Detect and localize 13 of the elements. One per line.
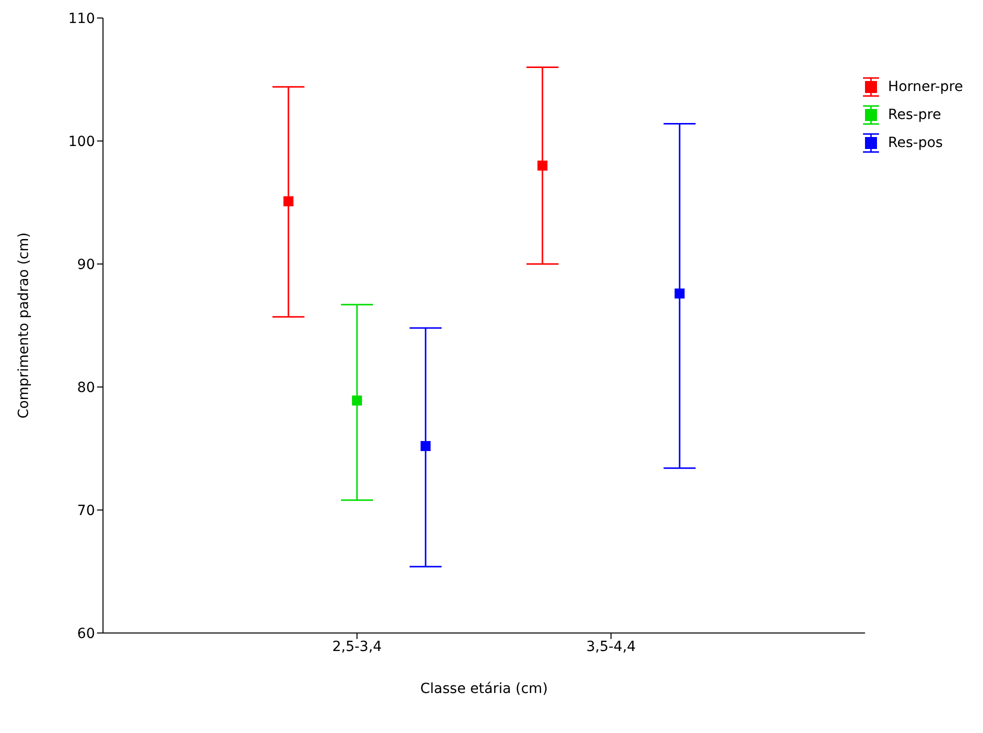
y-tick-label: 70 (77, 502, 95, 519)
y-tick-label: 90 (77, 256, 95, 273)
y-tick-label: 80 (77, 380, 95, 396)
x-axis-title: Classe etária (cm) (420, 681, 548, 697)
y-axis-title: Comprimento padrao (cm) (16, 232, 32, 419)
x-tick-label: 2,5-3,4 (332, 638, 382, 655)
legend-label: Horner-pre (888, 79, 963, 95)
y-tick-label: 110 (68, 10, 95, 27)
x-tick-label: 3,5-4,4 (586, 638, 636, 655)
y-tick-label: 60 (77, 626, 95, 642)
y-tick-label: 100 (68, 134, 95, 150)
legend-label: Res-pos (888, 135, 943, 151)
legend-label: Res-pre (888, 107, 942, 123)
